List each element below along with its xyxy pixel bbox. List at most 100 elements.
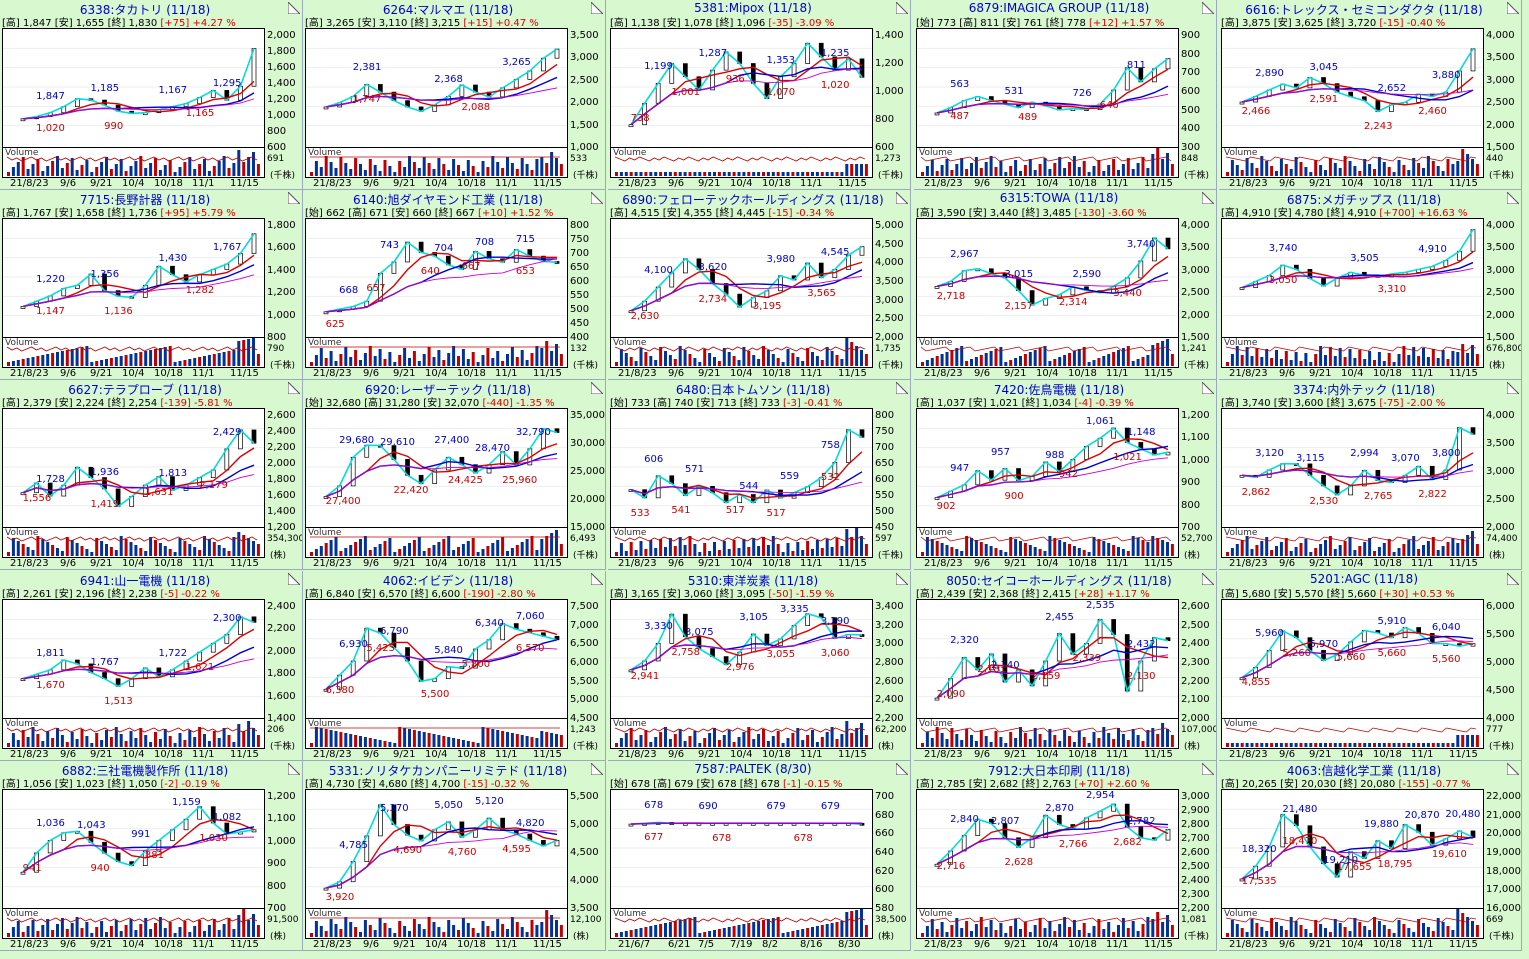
- chart-panel[interactable]: 6264:マルマエ (11/18) [高] 3,265 [安] 3,110 [終]…: [303, 0, 606, 190]
- y-tick-label: 6,000: [570, 657, 599, 668]
- volume-bar: [1009, 926, 1013, 937]
- corner-fold-icon[interactable]: [288, 763, 300, 775]
- corner-fold-icon[interactable]: [288, 2, 300, 14]
- chart-title[interactable]: 7715:長野計器 (11/18): [79, 193, 211, 207]
- chart-panel[interactable]: 7715:長野計器 (11/18) [高] 1,767 [安] 1,658 [終]…: [0, 190, 303, 380]
- price-chart: [1222, 808, 1483, 937]
- y-tick-label: 20,000: [570, 494, 605, 505]
- chart-panel[interactable]: 5310:東洋炭素 (11/18) [高] 3,165 [安] 3,060 [終]…: [608, 571, 911, 761]
- chart-panel[interactable]: 6879:IMAGICA GROUP (11/18) [始] 773 [高] 81…: [914, 0, 1217, 190]
- chart-title[interactable]: 6480:日本トムソン (11/18): [675, 383, 831, 397]
- corner-fold-icon[interactable]: [1202, 382, 1214, 394]
- chart-title[interactable]: 4062:イビデン (11/18): [382, 574, 514, 588]
- corner-fold-icon[interactable]: [288, 382, 300, 394]
- low-annotation: 1,001: [671, 86, 700, 98]
- chart-panel[interactable]: 4062:イビデン (11/18) [高] 6,840 [安] 6,570 [終]…: [303, 571, 606, 761]
- volume-bar: [860, 536, 863, 556]
- chart-title[interactable]: 7420:佐鳥電機 (11/18): [993, 383, 1125, 397]
- volume-bar: [654, 925, 658, 937]
- chart-title[interactable]: 5331:ノリタケカンパニーリミテド (11/18): [328, 764, 568, 778]
- corner-fold-icon[interactable]: [896, 2, 908, 14]
- chart-title[interactable]: 6264:マルマエ (11/18): [382, 3, 514, 17]
- chart-panel[interactable]: 6920:レーザーテック (11/18) [始] 32,680 [高] 31,28…: [303, 380, 606, 570]
- volume-bar: [427, 548, 431, 556]
- corner-fold-icon[interactable]: [591, 763, 603, 775]
- corner-fold-icon[interactable]: [1202, 2, 1214, 14]
- chart-panel[interactable]: 4063:信越化学工業 (11/18) [高] 20,265 [安] 20,030…: [1219, 761, 1522, 951]
- volume-bar: [535, 738, 539, 747]
- chart-title[interactable]: 6315:TOWA (11/18): [999, 191, 1119, 205]
- volume-bar: [1112, 739, 1116, 747]
- chart-panel[interactable]: 6315:TOWA (11/18) [高] 3,590 [安] 3,440 [終]…: [914, 190, 1217, 380]
- chart-panel[interactable]: 7420:佐鳥電機 (11/18) [高] 1,037 [安] 1,021 [終]…: [914, 380, 1217, 570]
- chart-title[interactable]: 5201:AGC (11/18): [1309, 572, 1419, 586]
- y-tick-label: 550: [875, 490, 895, 501]
- corner-fold-icon[interactable]: [591, 382, 603, 394]
- volume-average-line: [6, 536, 258, 542]
- chart-panel[interactable]: 3374:内外テック (11/18) [高] 3,740 [安] 3,600 [終…: [1219, 380, 1522, 570]
- chart-title[interactable]: 6882:三社電機製作所 (11/18): [61, 764, 229, 778]
- corner-fold-icon[interactable]: [288, 573, 300, 585]
- corner-fold-icon[interactable]: [1202, 573, 1214, 585]
- chart-title[interactable]: 6875:メガチップス (11/18): [1286, 193, 1442, 207]
- chart-panel[interactable]: 6480:日本トムソン (11/18) [始] 733 [高] 740 [安] 7…: [608, 380, 911, 570]
- chart-panel[interactable]: 6882:三社電機製作所 (11/18) [高] 1,056 [安] 1,023 …: [0, 761, 303, 951]
- volume-bar: [535, 346, 539, 366]
- chart-panel[interactable]: 5201:AGC (11/18) [高] 5,680 [安] 5,570 [終] …: [1219, 571, 1522, 761]
- chart-panel[interactable]: 8050:セイコーホールディングス (11/18) [高] 2,439 [安] 2…: [914, 571, 1217, 761]
- x-tick-label: 10/18: [1068, 368, 1097, 379]
- corner-fold-icon[interactable]: [1507, 192, 1519, 204]
- chart-title[interactable]: 6879:IMAGICA GROUP (11/18): [968, 1, 1150, 15]
- chart-title[interactable]: 6616:トレックス・セミコンダクタ (11/18): [1245, 3, 1483, 17]
- volume-bar: [659, 539, 663, 556]
- chart-title[interactable]: 7587:PALTEK (8/30): [694, 762, 812, 776]
- corner-fold-icon[interactable]: [896, 573, 908, 585]
- chart-title[interactable]: 3374:内外テック (11/18): [1292, 383, 1436, 397]
- corner-fold-icon[interactable]: [1507, 2, 1519, 14]
- chart-panel[interactable]: 6875:メガチップス (11/18) [高] 4,910 [安] 4,780 […: [1219, 190, 1522, 380]
- chart-title[interactable]: 8050:セイコーホールディングス (11/18): [946, 574, 1172, 588]
- corner-fold-icon[interactable]: [896, 763, 908, 775]
- corner-fold-icon[interactable]: [288, 192, 300, 204]
- chart-title[interactable]: 6920:レーザーテック (11/18): [364, 383, 532, 397]
- chart-title[interactable]: 4063:信越化学工業 (11/18): [1286, 764, 1442, 778]
- corner-fold-icon[interactable]: [591, 192, 603, 204]
- price-line: [1241, 426, 1474, 496]
- volume-bar: [921, 172, 924, 176]
- chart-title[interactable]: 5381:Mipox (11/18): [694, 1, 812, 15]
- chart-panel[interactable]: 6941:山一電機 (11/18) [高] 2,261 [安] 2,196 [終]…: [0, 571, 303, 761]
- corner-fold-icon[interactable]: [1507, 763, 1519, 775]
- corner-fold-icon[interactable]: [1507, 573, 1519, 585]
- x-tick-label: 21/8/23: [1229, 178, 1268, 189]
- chart-title[interactable]: 6140:旭ダイヤモンド工業 (11/18): [353, 193, 543, 207]
- high-annotation: 21,480: [1282, 803, 1318, 815]
- chart-panel[interactable]: 6890:フェローテックホールディングス (11/18) [高] 4,515 [安…: [608, 190, 911, 380]
- corner-fold-icon[interactable]: [1507, 382, 1519, 394]
- corner-fold-icon[interactable]: [1202, 763, 1214, 775]
- chart-title[interactable]: 5310:東洋炭素 (11/18): [687, 574, 819, 588]
- chart-panel[interactable]: 7587:PALTEK (8/30) [始] 678 [高] 679 [安] 67…: [608, 761, 911, 951]
- corner-fold-icon[interactable]: [896, 192, 908, 204]
- chart-title[interactable]: 6941:山一電機 (11/18): [79, 574, 211, 588]
- corner-fold-icon[interactable]: [591, 573, 603, 585]
- volume-bar: [506, 929, 509, 937]
- price-line: [936, 803, 1169, 865]
- corner-fold-icon[interactable]: [1202, 192, 1214, 204]
- volume-bar: [134, 353, 138, 366]
- volume-bar: [683, 350, 687, 366]
- chart-panel[interactable]: 7912:大日本印刷 (11/18) [高] 2,785 [安] 2,682 [終…: [914, 761, 1217, 951]
- corner-fold-icon[interactable]: [591, 2, 603, 14]
- chart-panel[interactable]: 6616:トレックス・セミコンダクタ (11/18) [高] 3,875 [安] …: [1219, 0, 1522, 190]
- volume-bar: [65, 350, 69, 366]
- volume-bar: [1348, 931, 1352, 937]
- chart-panel[interactable]: 6140:旭ダイヤモンド工業 (11/18) [始] 662 [高] 671 [安…: [303, 190, 606, 380]
- chart-title[interactable]: 7912:大日本印刷 (11/18): [987, 764, 1131, 778]
- chart-title[interactable]: 6338:タカトリ (11/18): [79, 3, 211, 17]
- chart-panel[interactable]: 6338:タカトリ (11/18) [高] 1,847 [安] 1,655 [終]…: [0, 0, 303, 190]
- chart-panel[interactable]: 5381:Mipox (11/18) [高] 1,138 [安] 1,078 [終…: [608, 0, 911, 190]
- chart-panel[interactable]: 5331:ノリタケカンパニーリミテド (11/18) [高] 4,730 [安] …: [303, 761, 606, 951]
- chart-panel[interactable]: 6627:テラプローブ (11/18) [高] 2,379 [安] 2,224 […: [0, 380, 303, 570]
- chart-title[interactable]: 6890:フェローテックホールディングス (11/18): [622, 193, 884, 207]
- corner-fold-icon[interactable]: [896, 382, 908, 394]
- chart-title[interactable]: 6627:テラプローブ (11/18): [68, 383, 222, 397]
